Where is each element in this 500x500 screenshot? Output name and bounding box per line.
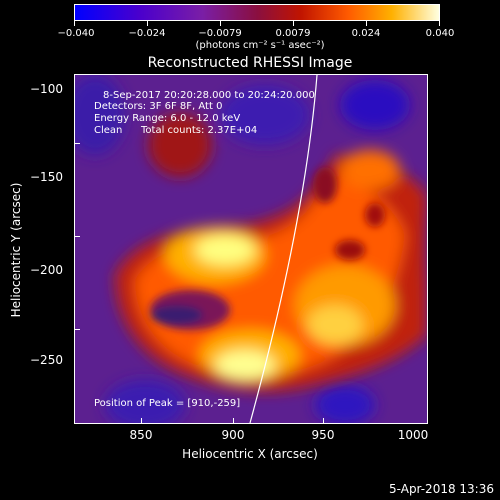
colorbar-tick-label: 0.024 bbox=[351, 28, 381, 39]
emission-holes bbox=[150, 167, 385, 330]
colorbar-tick bbox=[220, 21, 221, 26]
solar-limb-curve bbox=[249, 75, 318, 423]
plot-timestamp: 5-Apr-2018 13:36 bbox=[389, 482, 494, 496]
y-tick-mark bbox=[74, 329, 80, 330]
method-info: Clean bbox=[94, 125, 123, 136]
colorbar bbox=[74, 4, 440, 21]
x-tick-label: 900 bbox=[221, 428, 245, 442]
colorbar-tick-label: −0.024 bbox=[128, 28, 166, 39]
colorbar-tick bbox=[439, 21, 440, 26]
colorbar-tick-label: −0.0079 bbox=[198, 28, 242, 39]
y-axis-label: Heliocentric Y (arcsec) bbox=[9, 182, 23, 318]
colorbar-tick-label: 0.0079 bbox=[275, 28, 311, 39]
colorbar-tick bbox=[366, 21, 367, 26]
x-tick-label: 850 bbox=[129, 428, 153, 442]
x-tick-label: 950 bbox=[311, 428, 335, 442]
plot-title: Reconstructed RHESSI Image bbox=[147, 55, 353, 71]
y-tick-label: −250 bbox=[30, 353, 63, 367]
y-tick-label: −150 bbox=[30, 170, 63, 184]
colorbar-tick-label: −0.040 bbox=[57, 28, 95, 39]
observation-time: 8-Sep-2017 20:20:28.000 to 20:24:20.000 bbox=[103, 90, 315, 101]
colorbar-gradient bbox=[75, 5, 439, 20]
peak-position-info: Position of Peak = [910,-259] bbox=[94, 398, 241, 409]
x-tick-label: 1000 bbox=[397, 428, 429, 442]
colorbar-units: (photons cm⁻² s⁻¹ asec⁻²) bbox=[195, 40, 325, 51]
y-tick-label: −100 bbox=[30, 82, 63, 96]
y-tick-label: −200 bbox=[30, 263, 63, 277]
rhessi-image-plot bbox=[74, 74, 428, 424]
x-tick-mark bbox=[323, 418, 324, 424]
colorbar-tick bbox=[74, 21, 75, 26]
x-axis-label: Heliocentric X (arcsec) bbox=[182, 447, 318, 461]
detectors-info: Detectors: 3F 6F 8F, Att 0 bbox=[94, 101, 223, 112]
energy-range-info: Energy Range: 6.0 - 12.0 keV bbox=[94, 113, 241, 124]
colorbar-tick-label: 0.040 bbox=[425, 28, 455, 39]
colorbar-tick bbox=[293, 21, 294, 26]
x-tick-mark bbox=[141, 418, 142, 424]
total-counts-info: Total counts: 2.37E+04 bbox=[141, 125, 258, 136]
y-tick-mark bbox=[74, 143, 80, 144]
y-tick-mark bbox=[74, 236, 80, 237]
x-tick-mark bbox=[233, 418, 234, 424]
colorbar-tick bbox=[147, 21, 148, 26]
heatmap-image bbox=[75, 75, 427, 423]
